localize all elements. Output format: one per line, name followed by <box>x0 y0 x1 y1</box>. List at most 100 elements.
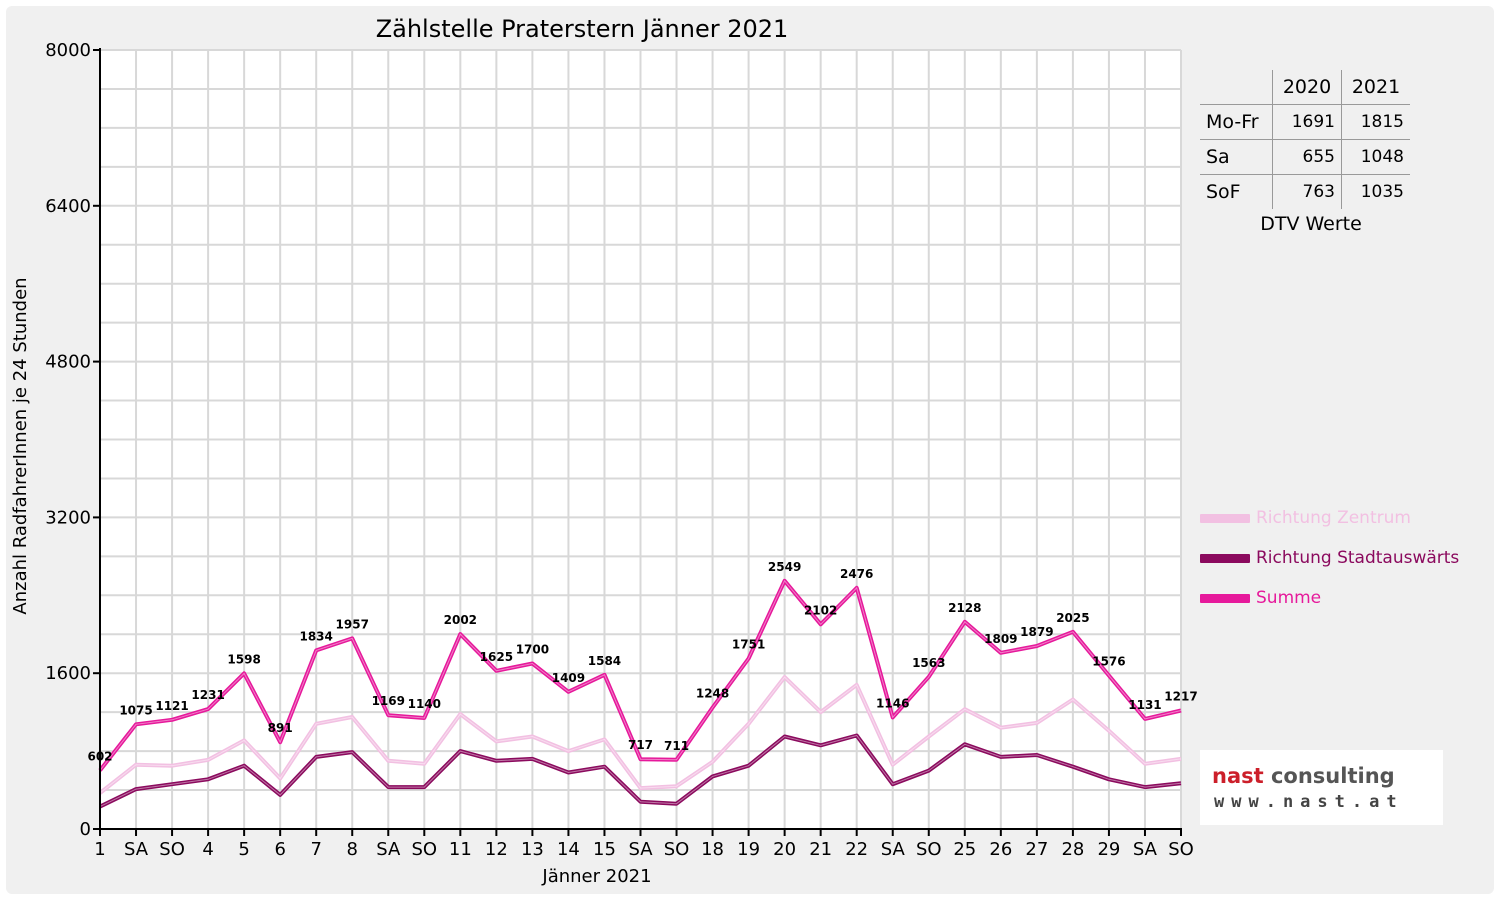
x-tick-label: SO <box>916 839 942 860</box>
logo-wordmark: nast consulting <box>1212 764 1395 788</box>
y-tick-label: 6400 <box>45 196 91 217</box>
data-label: 2102 <box>804 603 837 617</box>
data-label: 891 <box>268 721 293 735</box>
data-label: 1075 <box>119 703 152 717</box>
x-tick-label: 25 <box>953 839 976 860</box>
logo-name-part2: consulting <box>1263 764 1395 788</box>
legend-swatch <box>1200 513 1250 523</box>
dtv-value-2020: 763 <box>1272 174 1342 209</box>
legend: Richtung Zentrum Richtung Stadtauswärts … <box>1200 498 1459 618</box>
data-label: 1563 <box>912 656 945 670</box>
logo-url: www.nast.at <box>1214 792 1404 812</box>
y-tick-label: 1600 <box>45 663 91 684</box>
data-label: 711 <box>664 739 689 753</box>
x-tick-label: 21 <box>809 839 832 860</box>
x-tick-label: 1 <box>94 839 105 860</box>
data-label: 1121 <box>155 699 188 713</box>
chart-title: Zählstelle Praterstern Jänner 2021 <box>376 15 789 43</box>
x-tick-label: 26 <box>989 839 1012 860</box>
dtv-row-mofr: Mo-Fr 1691 1815 <box>1200 104 1410 140</box>
x-tick-label: SA <box>881 839 906 860</box>
data-label: 1231 <box>191 688 224 702</box>
x-axis-title: Jänner 2021 <box>541 866 651 887</box>
legend-swatch <box>1200 593 1250 603</box>
dtv-corner <box>1200 70 1273 105</box>
series-line-2 <box>98 578 1182 772</box>
data-label: 717 <box>628 738 653 752</box>
dtv-caption: DTV Werte <box>1260 213 1362 235</box>
series-line-highlight-0 <box>99 676 1182 794</box>
data-label: 1248 <box>696 686 729 700</box>
dtv-value-2021: 1815 <box>1341 104 1410 140</box>
data-label: 1625 <box>480 650 513 664</box>
dtv-row-label: Sa <box>1200 139 1273 175</box>
data-label: 602 <box>87 749 112 763</box>
x-tick-label: 19 <box>737 839 760 860</box>
series-lines <box>98 578 1182 809</box>
x-tick-label: 15 <box>593 839 616 860</box>
x-tick-label: 22 <box>845 839 868 860</box>
dtv-row-sof: SoF 763 1035 <box>1200 174 1410 209</box>
dtv-table: 2020 2021 Mo-Fr 1691 1815 Sa 655 1048 So… <box>1200 70 1410 209</box>
x-tick-label: 4 <box>202 839 213 860</box>
y-axis-title: Anzahl RadfahrerInnen je 24 Stunden <box>10 277 31 614</box>
x-tick-label: SA <box>124 839 149 860</box>
data-label: 2128 <box>948 601 981 615</box>
data-label: 1809 <box>984 632 1017 646</box>
data-label: 1576 <box>1092 655 1125 669</box>
dtv-value-2020: 1691 <box>1272 104 1342 140</box>
x-tick-label: 8 <box>347 839 358 860</box>
legend-swatch <box>1200 553 1250 563</box>
series-line-0 <box>98 675 1182 795</box>
x-tick-label: SA <box>1133 839 1158 860</box>
dtv-col-2020: 2020 <box>1272 70 1342 105</box>
x-tick-label: 29 <box>1097 839 1120 860</box>
data-label: 2025 <box>1056 611 1089 625</box>
data-label: 1598 <box>227 652 260 666</box>
x-tick-label: 27 <box>1025 839 1048 860</box>
data-label: 1700 <box>516 642 549 656</box>
data-label: 1879 <box>1020 625 1053 639</box>
dtv-row-sa: Sa 655 1048 <box>1200 139 1410 175</box>
legend-label: Richtung Zentrum <box>1256 508 1411 528</box>
data-label: 1409 <box>552 671 585 685</box>
legend-label: Summe <box>1256 588 1322 608</box>
x-tick-label: 18 <box>701 839 724 860</box>
x-tick-label: SA <box>376 839 401 860</box>
y-tick-label: 4800 <box>45 352 91 373</box>
data-label: 2002 <box>444 613 477 627</box>
x-tick-label: 20 <box>773 839 796 860</box>
x-tick-label: 11 <box>449 839 472 860</box>
dtv-value-2021: 1035 <box>1341 174 1410 209</box>
x-tick-label: 5 <box>238 839 249 860</box>
x-tick-label: SO <box>412 839 438 860</box>
dtv-row-label: Mo-Fr <box>1200 104 1273 140</box>
x-tick-label: 14 <box>557 839 580 860</box>
data-label: 2476 <box>840 567 873 581</box>
data-label: 2549 <box>768 560 801 574</box>
series-line-1 <box>99 733 1182 809</box>
x-tick-label: 6 <box>274 839 285 860</box>
logo-name-part1: nast <box>1212 764 1264 788</box>
dtv-col-2021: 2021 <box>1341 70 1410 105</box>
y-tick-label: 8000 <box>45 40 91 61</box>
data-label: 1146 <box>876 696 909 710</box>
x-tick-label: 12 <box>485 839 508 860</box>
x-tick-label: 28 <box>1061 839 1084 860</box>
data-label: 1957 <box>336 617 369 631</box>
legend-label: Richtung Stadtauswärts <box>1256 548 1460 568</box>
dtv-row-label: SoF <box>1200 174 1273 209</box>
y-tick-label: 3200 <box>45 507 91 528</box>
nast-consulting-logo: nast consulting www.nast.at <box>1200 750 1443 825</box>
legend-item-zentrum: Richtung Zentrum <box>1200 498 1459 538</box>
chart-frame: 0 1600 3200 4800 6400 8000 1 SA SO 4 5 6 7 8 SA SO 11 12 1… <box>6 6 1494 894</box>
grid <box>100 49 1182 829</box>
legend-item-summe: Summe <box>1200 578 1459 618</box>
data-label: 1140 <box>408 697 441 711</box>
data-label: 1131 <box>1128 698 1161 712</box>
legend-item-stadtauswaerts: Richtung Stadtauswärts <box>1200 538 1459 578</box>
dtv-panel: 2020 2021 Mo-Fr 1691 1815 Sa 655 1048 So… <box>1200 70 1420 235</box>
